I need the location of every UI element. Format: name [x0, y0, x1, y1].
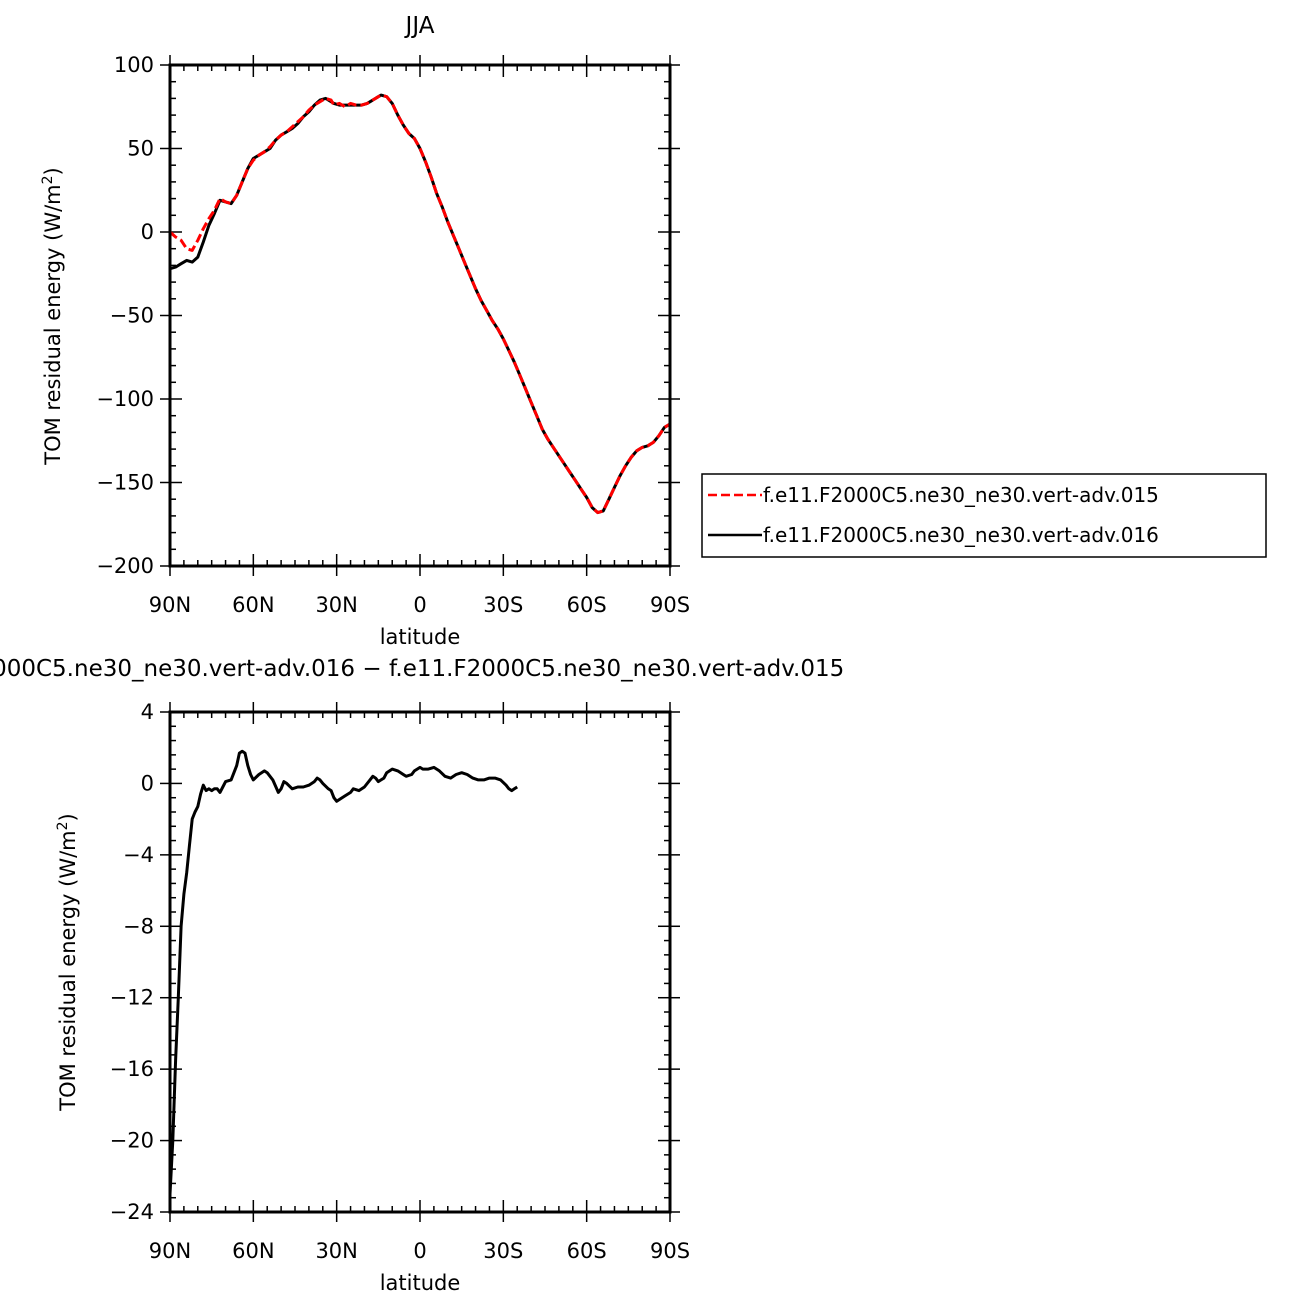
top-x-tick-label: 90N: [149, 593, 191, 617]
top-axes: [160, 55, 680, 576]
bottom-y-tick-label: −4: [123, 843, 154, 867]
top-panel: JJA 90N 60N 30N 0 30S 60S 90S −200 −150 −100 −50 0…: [40, 13, 1267, 649]
bottom-panel: f.e11.F2000C5.ne30_ne30.vert-adv.016 − f…: [0, 656, 844, 1295]
top-x-tick-label: 30N: [315, 593, 357, 617]
bottom-x-axis-label: latitude: [380, 1271, 461, 1295]
bottom-y-axis-label-sup: 2: [55, 821, 71, 830]
bottom-y-tick-label: −16: [110, 1057, 154, 1081]
bottom-x-tick-label: 30S: [483, 1239, 523, 1263]
bottom-x-tick-labels: 90N 60N 30N 0 30S 60S 90S: [149, 1239, 690, 1263]
bottom-x-tick-label: 60S: [567, 1239, 607, 1263]
top-x-tick-label: 60S: [567, 593, 607, 617]
top-x-tick-label: 90S: [650, 593, 690, 617]
top-y-tick-labels: −200 −150 −100 −50 0 50 100: [96, 53, 154, 578]
bottom-y-tick-label: −20: [110, 1129, 154, 1153]
top-y-tick-label: −200: [96, 554, 154, 578]
top-y-axis-label-sup: 2: [40, 175, 56, 184]
bottom-y-axis-label: TOM residual energy (W/m2): [55, 813, 80, 1112]
bottom-y-axis-label-end: ): [56, 813, 80, 821]
bottom-y-tick-label: −8: [123, 914, 154, 938]
top-y-axis-label: TOM residual energy (W/m2): [40, 167, 65, 466]
top-x-tick-label: 30S: [483, 593, 523, 617]
bottom-axes-frame: [168, 710, 672, 1214]
bottom-y-tick-label: 4: [141, 700, 154, 724]
bottom-plot-area: [168, 749, 519, 1195]
legend: f.e11.F2000C5.ne30_ne30.vert-adv.015 f.e…: [701, 473, 1267, 558]
bottom-y-tick-label: −12: [110, 986, 154, 1010]
bottom-x-tick-label: 90S: [650, 1239, 690, 1263]
bottom-title: f.e11.F2000C5.ne30_ne30.vert-adv.016 − f…: [0, 656, 844, 682]
bottom-y-tick-label: −24: [110, 1200, 154, 1224]
top-x-tick-label: 0: [413, 593, 426, 617]
top-y-axis-label-main: TOM residual energy (W/m: [41, 184, 65, 465]
top-y-tick-label: −100: [96, 387, 154, 411]
bottom-series-line-solid: [168, 749, 519, 1195]
top-y-tick-label: −150: [96, 471, 154, 495]
legend-label-015: f.e11.F2000C5.ne30_ne30.vert-adv.015: [763, 483, 1159, 507]
bottom-y-tick-label: 0: [141, 771, 154, 795]
bottom-axes: [160, 702, 680, 1222]
top-y-tick-label: 50: [127, 137, 154, 161]
top-y-axis-label-end: ): [41, 167, 65, 175]
top-series-line-dashed: [169, 93, 671, 515]
bottom-x-tick-label: 30N: [315, 1239, 357, 1263]
top-x-axis-label: latitude: [380, 625, 461, 649]
top-axes-frame: [168, 63, 672, 568]
bottom-x-tick-label: 90N: [149, 1239, 191, 1263]
bottom-y-tick-labels: −24 −20 −16 −12 −8 −4 0 4: [110, 700, 154, 1224]
top-y-tick-label: 0: [141, 220, 154, 244]
top-y-tick-label: 100: [114, 53, 154, 77]
top-title: JJA: [404, 13, 435, 39]
top-y-tick-label: −50: [110, 304, 154, 328]
bottom-x-tick-label: 60N: [232, 1239, 274, 1263]
legend-box: [701, 473, 1267, 558]
top-x-tick-label: 60N: [232, 593, 274, 617]
top-plot-area: [169, 93, 671, 515]
bottom-x-tick-label: 0: [413, 1239, 426, 1263]
top-x-tick-labels: 90N 60N 30N 0 30S 60S 90S: [149, 593, 690, 617]
top-series-line-solid: [169, 93, 671, 515]
bottom-y-axis-label-main: TOM residual energy (W/m: [56, 830, 80, 1111]
legend-label-016: f.e11.F2000C5.ne30_ne30.vert-adv.016: [763, 523, 1159, 547]
